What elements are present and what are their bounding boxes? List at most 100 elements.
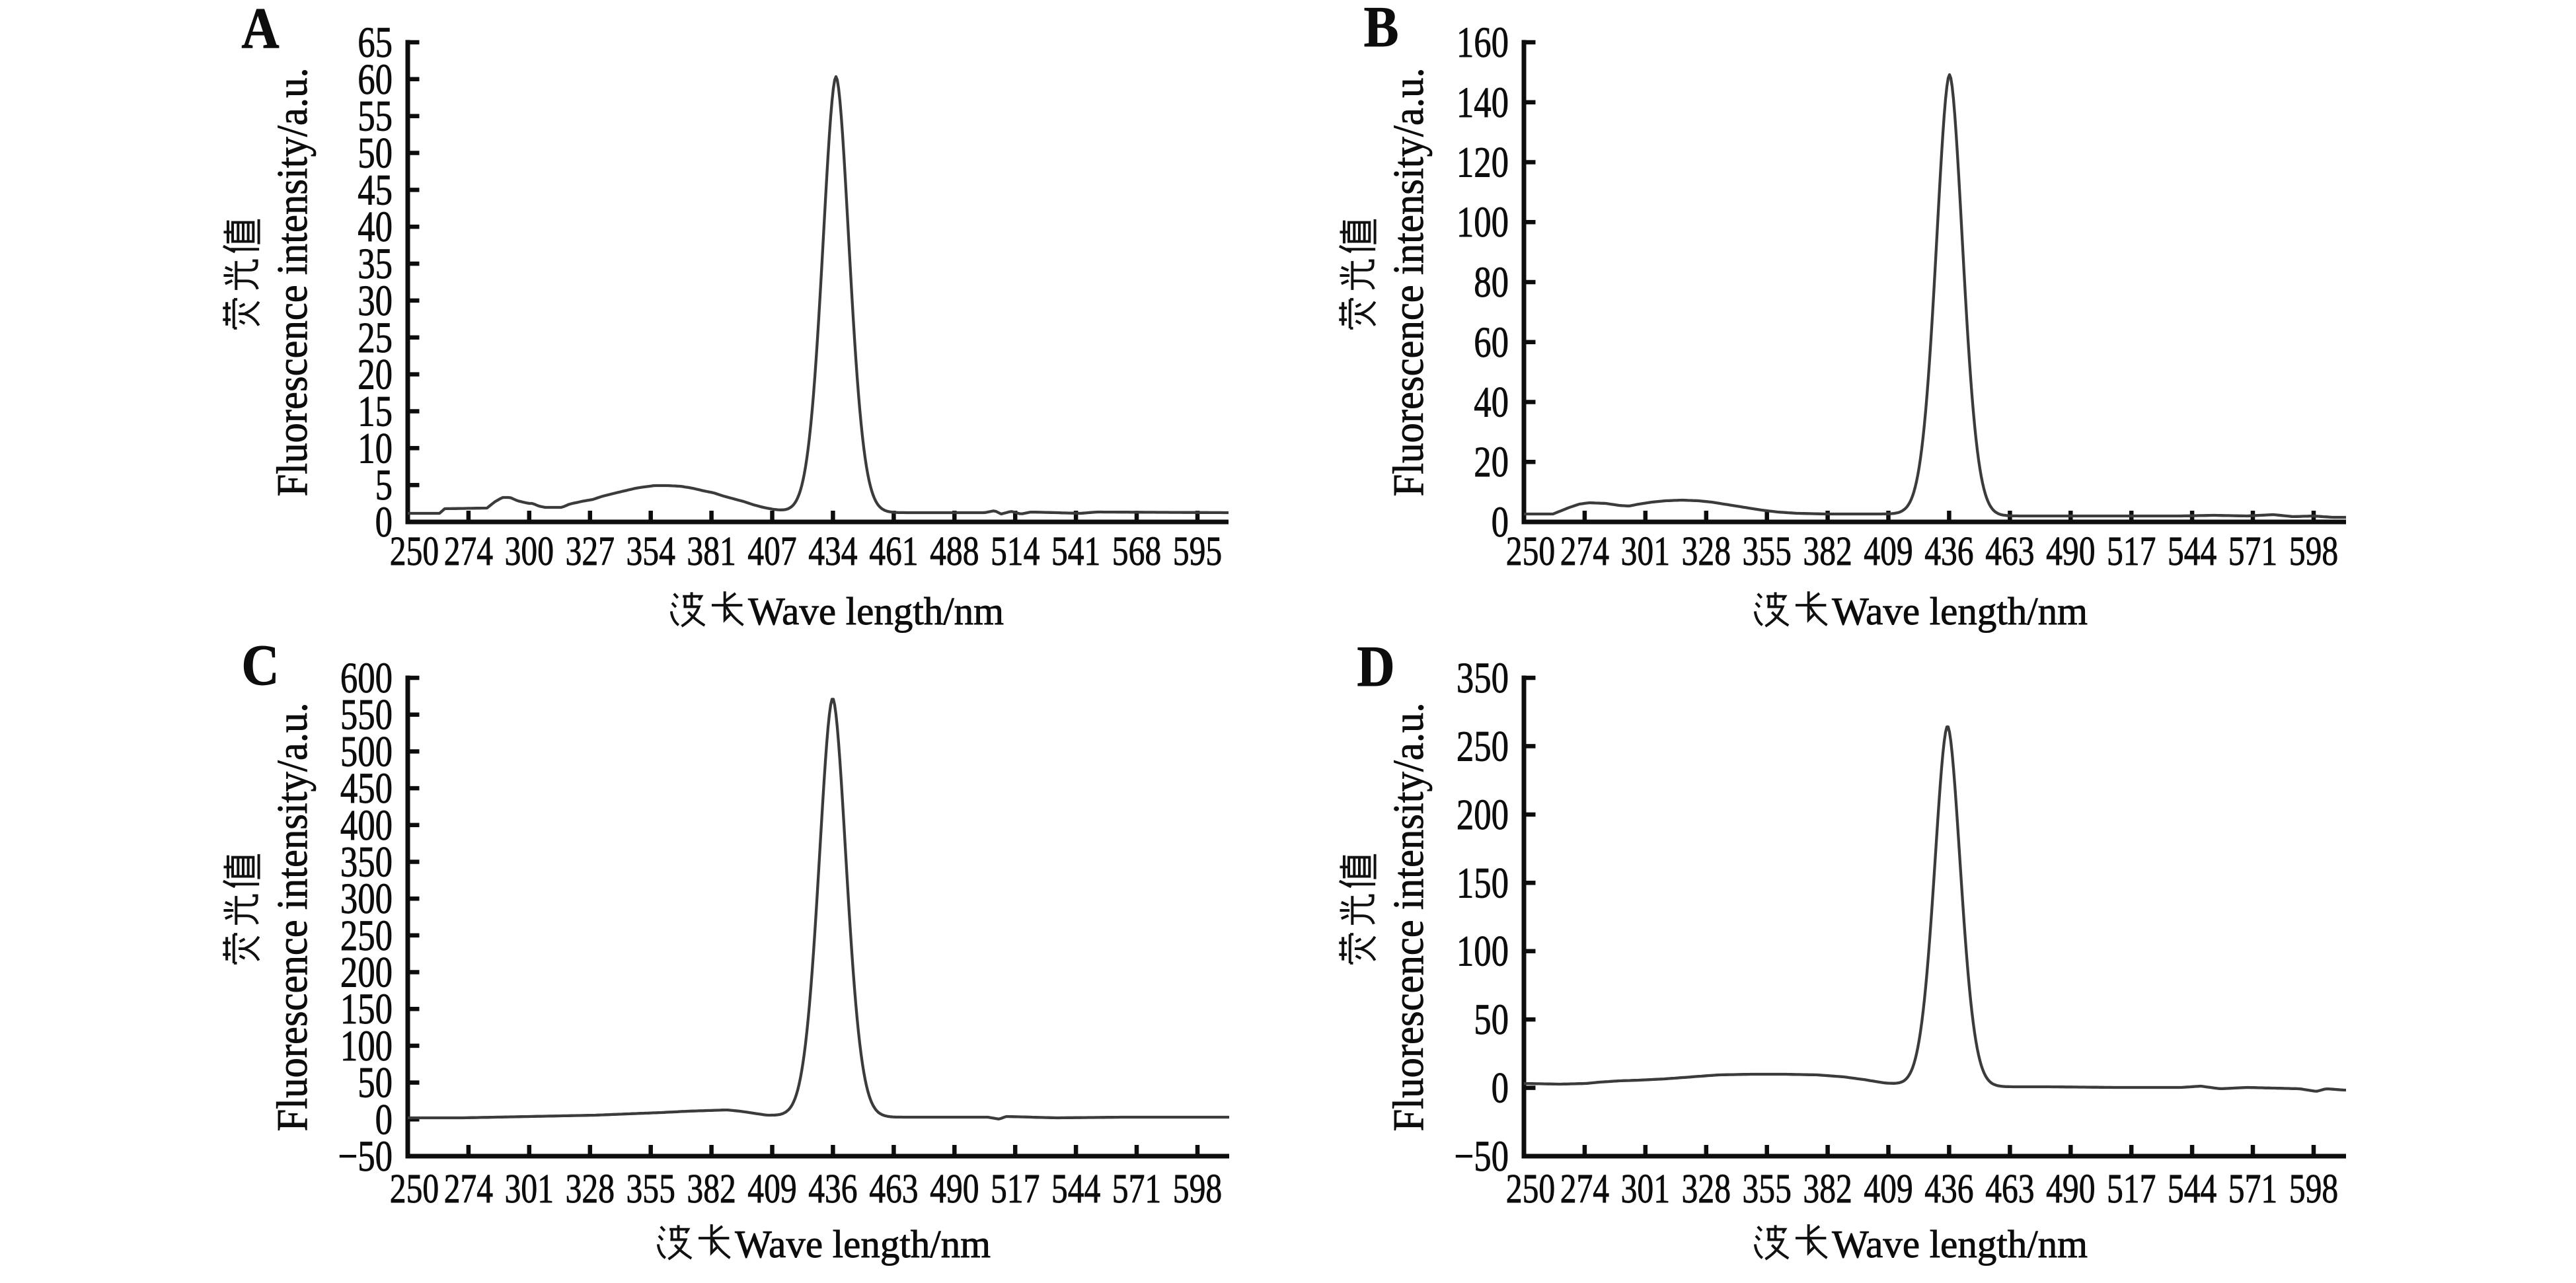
svg-text:A: A bbox=[241, 0, 279, 61]
svg-text:300: 300 bbox=[505, 529, 554, 574]
svg-text:450: 450 bbox=[340, 764, 393, 813]
svg-text:544: 544 bbox=[2168, 529, 2216, 574]
svg-text:80: 80 bbox=[1474, 258, 1509, 306]
svg-text:381: 381 bbox=[687, 529, 736, 574]
svg-text:407: 407 bbox=[747, 529, 796, 574]
svg-text:B: B bbox=[1364, 0, 1399, 59]
svg-text:301: 301 bbox=[1621, 1167, 1670, 1212]
svg-text:35: 35 bbox=[358, 240, 393, 288]
svg-text:40: 40 bbox=[358, 203, 393, 251]
svg-text:274: 274 bbox=[1560, 529, 1609, 574]
svg-text:Wave length/nm: Wave length/nm bbox=[1832, 589, 2088, 633]
svg-text:598: 598 bbox=[2289, 1167, 2338, 1212]
svg-text:327: 327 bbox=[566, 529, 615, 574]
svg-text:250: 250 bbox=[1506, 529, 1555, 574]
svg-text:301: 301 bbox=[505, 1167, 554, 1212]
svg-text:517: 517 bbox=[991, 1167, 1040, 1212]
svg-text:250: 250 bbox=[340, 911, 393, 959]
svg-text:160: 160 bbox=[1457, 18, 1509, 66]
svg-text:436: 436 bbox=[1924, 529, 1973, 574]
svg-text:150: 150 bbox=[1457, 859, 1509, 907]
svg-text:25: 25 bbox=[358, 313, 393, 361]
svg-text:Fluorescence intensity/a.u.: Fluorescence intensity/a.u. bbox=[1384, 702, 1433, 1131]
svg-text:60: 60 bbox=[358, 55, 393, 103]
svg-text:274: 274 bbox=[444, 529, 493, 574]
svg-text:15: 15 bbox=[358, 387, 393, 435]
svg-text:568: 568 bbox=[1112, 529, 1161, 574]
svg-text:463: 463 bbox=[1985, 529, 2034, 574]
svg-text:328: 328 bbox=[566, 1167, 615, 1212]
svg-text:328: 328 bbox=[1682, 1167, 1731, 1212]
svg-text:463: 463 bbox=[869, 1167, 918, 1212]
svg-text:50: 50 bbox=[358, 129, 393, 177]
svg-text:544: 544 bbox=[1051, 1167, 1100, 1212]
svg-text:409: 409 bbox=[1864, 529, 1913, 574]
svg-text:250: 250 bbox=[1506, 1167, 1555, 1212]
svg-text:250: 250 bbox=[390, 529, 439, 574]
svg-text:517: 517 bbox=[2107, 1167, 2156, 1212]
svg-text:354: 354 bbox=[626, 529, 675, 574]
svg-text:200: 200 bbox=[340, 948, 393, 996]
svg-text:60: 60 bbox=[1474, 318, 1509, 366]
svg-text:250: 250 bbox=[1457, 722, 1509, 770]
svg-text:382: 382 bbox=[1803, 529, 1852, 574]
svg-text:488: 488 bbox=[930, 529, 979, 574]
svg-text:544: 544 bbox=[2168, 1167, 2216, 1212]
svg-text:Wave length/nm: Wave length/nm bbox=[748, 589, 1004, 633]
svg-text:D: D bbox=[1357, 634, 1394, 699]
svg-text:200: 200 bbox=[1457, 790, 1509, 838]
svg-text:598: 598 bbox=[1173, 1167, 1222, 1212]
svg-text:20: 20 bbox=[1474, 438, 1509, 486]
svg-text:350: 350 bbox=[1457, 653, 1509, 702]
svg-text:500: 500 bbox=[340, 727, 393, 776]
svg-text:5: 5 bbox=[375, 461, 393, 509]
svg-text:30: 30 bbox=[358, 276, 393, 324]
svg-text:55: 55 bbox=[358, 92, 393, 140]
svg-text:600: 600 bbox=[340, 653, 393, 702]
svg-text:150: 150 bbox=[340, 985, 393, 1033]
svg-text:50: 50 bbox=[1474, 996, 1509, 1044]
svg-text:40: 40 bbox=[1474, 378, 1509, 426]
svg-text:436: 436 bbox=[1924, 1167, 1973, 1212]
svg-text:20: 20 bbox=[358, 350, 393, 398]
svg-text:274: 274 bbox=[444, 1167, 493, 1212]
svg-text:50: 50 bbox=[358, 1058, 393, 1107]
svg-text:595: 595 bbox=[1173, 529, 1222, 574]
svg-text:517: 517 bbox=[2107, 529, 2156, 574]
svg-text:328: 328 bbox=[1682, 529, 1731, 574]
svg-text:−50: −50 bbox=[338, 1132, 393, 1180]
svg-text:0: 0 bbox=[375, 1095, 393, 1144]
svg-text:490: 490 bbox=[2046, 1167, 2095, 1212]
svg-text:541: 541 bbox=[1051, 529, 1100, 574]
svg-text:Fluorescence intensity/a.u.: Fluorescence intensity/a.u. bbox=[268, 702, 317, 1131]
svg-text:100: 100 bbox=[1457, 927, 1509, 975]
svg-text:100: 100 bbox=[340, 1021, 393, 1070]
svg-text:571: 571 bbox=[2228, 529, 2277, 574]
svg-text:571: 571 bbox=[1112, 1167, 1161, 1212]
svg-text:65: 65 bbox=[358, 18, 393, 66]
svg-text:Wave length/nm: Wave length/nm bbox=[1832, 1222, 2088, 1266]
svg-text:Fluorescence intensity/a.u.: Fluorescence intensity/a.u. bbox=[1384, 67, 1433, 496]
svg-text:409: 409 bbox=[747, 1167, 796, 1212]
svg-text:355: 355 bbox=[1743, 529, 1792, 574]
svg-text:0: 0 bbox=[375, 497, 393, 546]
svg-text:350: 350 bbox=[340, 838, 393, 886]
svg-text:301: 301 bbox=[1621, 529, 1670, 574]
svg-text:461: 461 bbox=[869, 529, 918, 574]
svg-text:Wave length/nm: Wave length/nm bbox=[735, 1222, 991, 1266]
svg-text:490: 490 bbox=[2046, 529, 2095, 574]
svg-text:120: 120 bbox=[1457, 138, 1509, 186]
svg-text:300: 300 bbox=[340, 875, 393, 923]
svg-text:490: 490 bbox=[930, 1167, 979, 1212]
svg-text:355: 355 bbox=[1743, 1167, 1792, 1212]
svg-text:250: 250 bbox=[390, 1167, 439, 1212]
svg-text:355: 355 bbox=[626, 1167, 675, 1212]
svg-text:463: 463 bbox=[1985, 1167, 2034, 1212]
svg-text:C: C bbox=[241, 633, 279, 698]
svg-text:10: 10 bbox=[358, 424, 393, 472]
svg-text:550: 550 bbox=[340, 690, 393, 739]
svg-text:45: 45 bbox=[358, 166, 393, 214]
svg-text:0: 0 bbox=[1492, 497, 1509, 546]
svg-text:598: 598 bbox=[2289, 529, 2338, 574]
svg-text:Fluorescence intensity/a.u.: Fluorescence intensity/a.u. bbox=[268, 67, 317, 496]
